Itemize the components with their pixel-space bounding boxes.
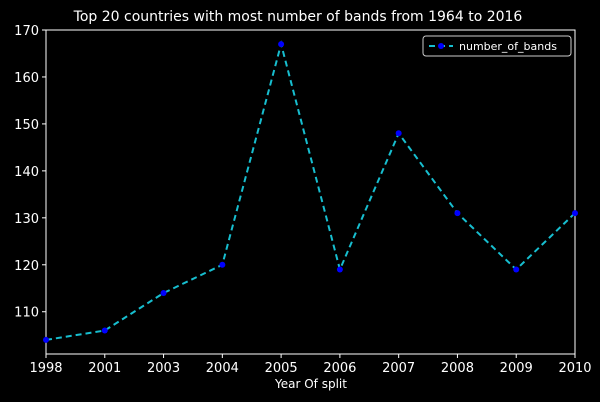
legend-label: number_of_bands	[459, 40, 557, 53]
x-tick-label: 2009	[500, 361, 533, 376]
x-tick-label: 2001	[88, 361, 121, 376]
data-point	[454, 210, 461, 217]
data-point	[101, 327, 108, 334]
x-axis-label: Year Of split	[274, 377, 347, 391]
y-tick-label: 170	[14, 24, 39, 39]
y-tick-label: 110	[14, 306, 39, 321]
x-tick-label: 2007	[382, 361, 415, 376]
x-tick-label: 2003	[147, 361, 180, 376]
data-point	[572, 210, 578, 217]
chart-title: Top 20 countries with most number of ban…	[73, 9, 523, 25]
x-tick-label: 2010	[558, 361, 591, 376]
y-tick-label: 150	[14, 118, 39, 133]
plot-area: 110 120 130 140 150 160 170 1998 2001 2003 2004 20…	[14, 24, 591, 376]
x-tick-label: 2005	[265, 361, 298, 376]
data-point	[395, 130, 402, 137]
plot-frame	[45, 29, 576, 355]
data-point	[336, 266, 343, 273]
series-points	[43, 41, 578, 343]
x-tick-label: 2004	[206, 361, 239, 376]
data-point	[160, 289, 167, 296]
legend-box	[422, 35, 572, 57]
series-line-number-of-bands	[45, 40, 576, 341]
y-axis: 110 120 130 140 150 160 170	[14, 24, 46, 321]
y-tick-label: 130	[14, 212, 39, 227]
x-axis: 1998 2001 2003 2004 2005 2006 2007 2008 2009 2010	[29, 354, 592, 376]
data-point	[513, 266, 520, 273]
data-point	[219, 261, 226, 268]
legend-marker-swatch	[438, 43, 444, 49]
x-tick-label: 2008	[441, 361, 474, 376]
y-tick-label: 160	[14, 71, 39, 86]
y-tick-label: 140	[14, 165, 39, 180]
legend: number_of_bands	[422, 35, 572, 57]
y-tick-label: 120	[14, 259, 39, 274]
x-tick-label: 1998	[29, 361, 62, 376]
x-tick-label: 2006	[323, 361, 356, 376]
data-point	[278, 41, 285, 48]
data-point	[43, 336, 49, 343]
